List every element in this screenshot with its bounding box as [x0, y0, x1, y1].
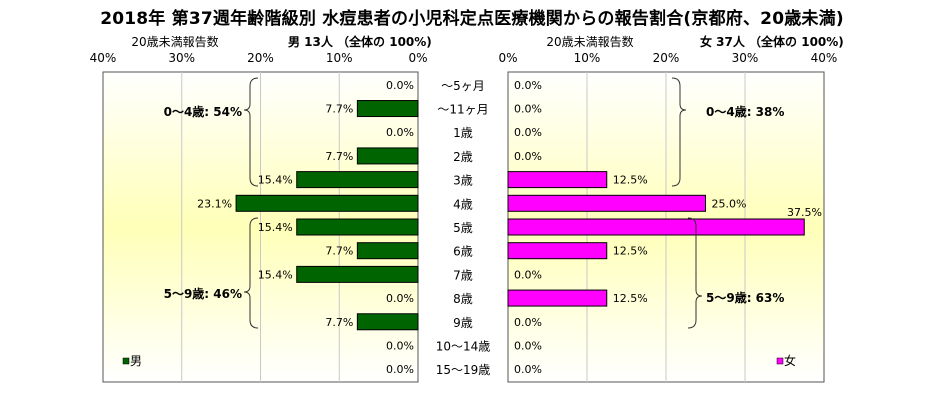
male-bar	[296, 265, 419, 283]
female-tick-label: 40%	[811, 51, 838, 65]
male-bar	[356, 242, 419, 260]
male-header-left: 20歳未満報告数	[131, 34, 218, 49]
female-data-label: 0.0%	[514, 79, 542, 92]
male-data-label: 7.7%	[325, 245, 353, 258]
male-brace-5-9	[243, 217, 259, 329]
female-data-label: 12.5%	[613, 174, 648, 187]
female-header-left: 20歳未満報告数	[546, 34, 633, 49]
male-data-label: 15.4%	[258, 268, 293, 281]
male-data-label: 7.7%	[325, 103, 353, 116]
female-tick-label: 0%	[498, 51, 517, 65]
female-data-label: 0.0%	[514, 316, 542, 329]
chart-title: 2018年 第37週年齢階級別 水痘患者の小児科定点医療機関からの報告割合(京都…	[100, 9, 844, 29]
male-data-label: 7.7%	[325, 150, 353, 163]
female-brace-0-4	[671, 77, 687, 187]
female-bar	[507, 171, 608, 189]
female-tick-label: 10%	[574, 51, 601, 65]
female-brace-5-9	[687, 217, 703, 329]
male-tick-label: 30%	[168, 51, 195, 65]
male-tick-label: 40%	[90, 51, 117, 65]
male-data-label: 0.0%	[386, 292, 414, 305]
male-tick-label: 10%	[326, 51, 353, 65]
female-data-label: 0.0%	[514, 126, 542, 139]
category-label: 5歳	[453, 221, 473, 235]
male-legend-label: 男	[130, 354, 142, 368]
male-bar	[296, 218, 419, 236]
category-label: 3歳	[453, 174, 473, 188]
female-legend-label: 女	[784, 353, 796, 368]
category-label: 9歳	[453, 316, 473, 330]
male-bar	[356, 313, 419, 331]
category-label: 8歳	[453, 292, 473, 306]
category-label: 15～19歳	[436, 363, 491, 377]
male-data-label: 7.7%	[325, 316, 353, 329]
female-data-label: 37.5%	[787, 206, 822, 219]
category-label: 1歳	[453, 126, 473, 140]
male-brace-0-4	[243, 77, 259, 187]
female-data-label: 0.0%	[514, 103, 542, 116]
category-label: 7歳	[453, 268, 473, 282]
female-header-right: 女 37人 （全体の 100%)	[700, 34, 844, 49]
male-data-label: 0.0%	[386, 339, 414, 352]
male-data-label: 0.0%	[386, 79, 414, 92]
female-bar	[507, 289, 608, 307]
male-bar	[235, 194, 419, 212]
category-label: 6歳	[453, 245, 473, 259]
category-label: 4歳	[453, 197, 473, 211]
male-data-label: 15.4%	[258, 174, 293, 187]
female-tick-label: 30%	[732, 51, 759, 65]
male-bar	[356, 147, 419, 165]
female-data-label: 0.0%	[514, 363, 542, 376]
female-bar	[507, 194, 706, 212]
male-legend-swatch	[122, 357, 130, 365]
male-header-right: 男 13人 （全体の 100%)	[288, 34, 432, 49]
category-label: 10～14歳	[436, 339, 491, 353]
male-group-annotation-0-4: 0～4歳: 54%	[164, 104, 242, 119]
female-data-label: 12.5%	[613, 292, 648, 305]
female-data-label: 0.0%	[514, 268, 542, 281]
category-label: 2歳	[453, 150, 473, 164]
male-bar	[296, 171, 419, 189]
female-tick-label: 20%	[653, 51, 680, 65]
male-data-label: 0.0%	[386, 363, 414, 376]
male-group-annotation-5-9: 5～9歳: 46%	[164, 286, 242, 301]
female-group-annotation-5-9: 5～9歳: 63%	[706, 290, 784, 305]
category-label: ～11ヶ月	[437, 103, 488, 117]
female-legend-swatch	[776, 357, 784, 365]
female-data-label: 0.0%	[514, 150, 542, 163]
category-label: ～5ヶ月	[441, 79, 485, 93]
female-group-annotation-0-4: 0～4歳: 38%	[706, 104, 784, 119]
female-data-label: 25.0%	[712, 197, 747, 210]
male-bar	[356, 100, 419, 118]
female-bar	[507, 218, 805, 236]
female-data-label: 0.0%	[514, 339, 542, 352]
male-tick-label: 20%	[247, 51, 274, 65]
female-bar	[507, 242, 608, 260]
male-data-label: 15.4%	[258, 221, 293, 234]
female-data-label: 12.5%	[613, 245, 648, 258]
male-data-label: 0.0%	[386, 126, 414, 139]
male-data-label: 23.1%	[197, 197, 232, 210]
male-tick-label: 0%	[408, 51, 427, 65]
